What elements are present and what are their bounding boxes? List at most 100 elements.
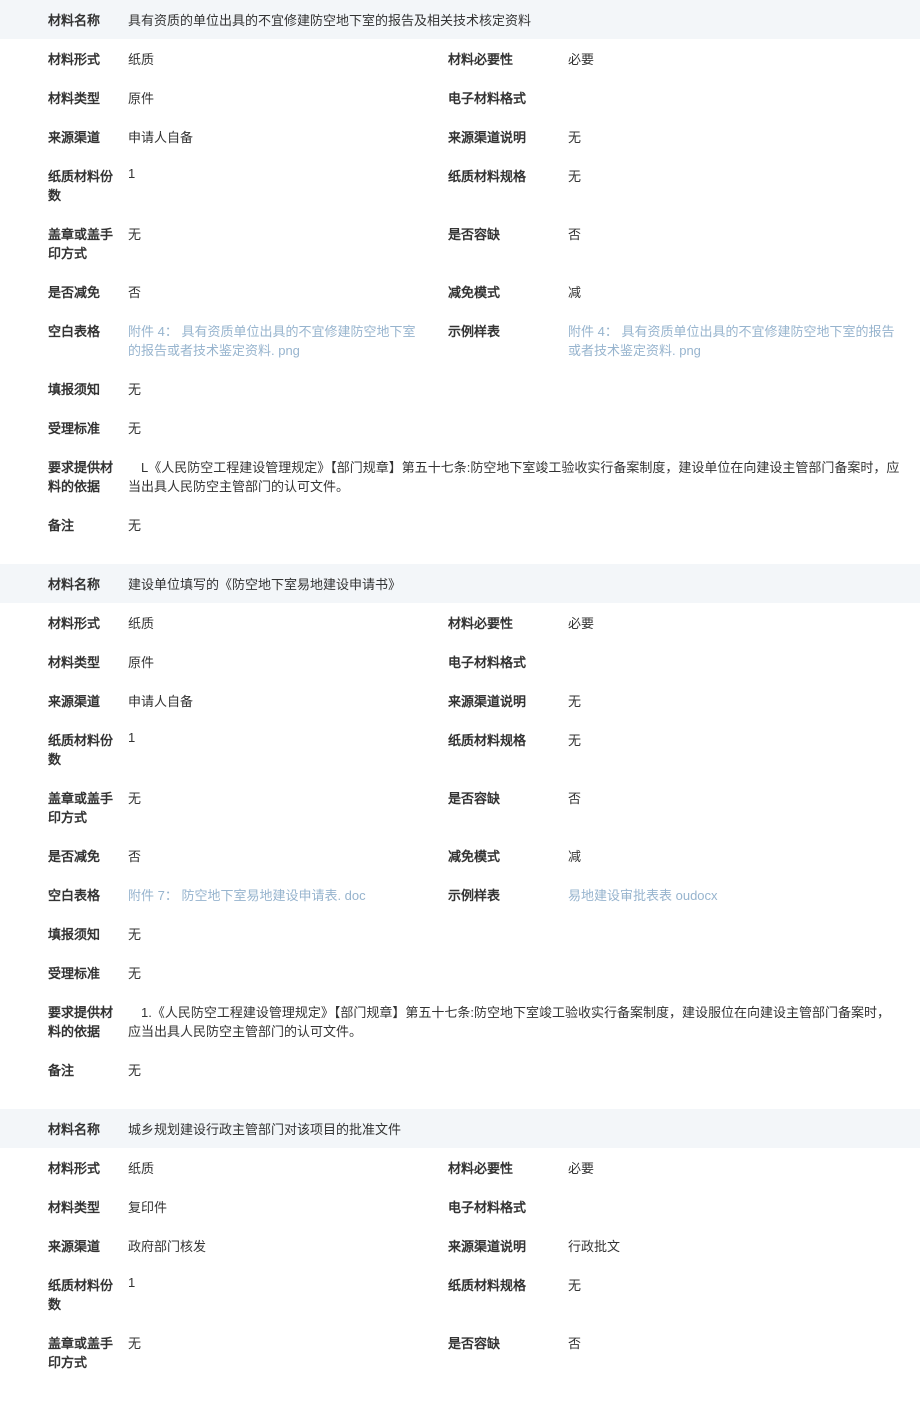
field-value[interactable]: 易地建设审批表表 oudocx — [568, 885, 920, 904]
field-label: 减免模式 — [448, 846, 568, 865]
table-row: 材料类型 原件 电子材料格式 — [0, 78, 920, 117]
field-value: 无 — [568, 1275, 920, 1294]
field-value: 无 — [568, 691, 920, 710]
field-label: 来源渠道说明 — [448, 1236, 568, 1255]
table-row: 材料名称 具有资质的单位出具的不宜修建防空地下室的报告及相关技术核定资料 — [0, 0, 920, 39]
table-row: 来源渠道 申请人自备 来源渠道说明 无 — [0, 117, 920, 156]
table-row: 材料名称 城乡规划建设行政主管部门对该项目的批准文件 — [0, 1109, 920, 1148]
table-row: 材料名称 建设单位填写的《防空地下室易地建设申请书》 — [0, 564, 920, 603]
field-value: 否 — [128, 846, 448, 865]
field-value: 无 — [128, 379, 920, 398]
field-label: 纸质材料份数 — [0, 730, 128, 768]
table-row: 受理标准 无 — [0, 953, 920, 992]
field-label: 是否容缺 — [448, 224, 568, 243]
field-value: 无 — [128, 788, 448, 807]
field-label: 材料名称 — [0, 10, 128, 29]
field-value: 无 — [128, 1060, 920, 1079]
table-row: 备注 无 — [0, 1050, 920, 1089]
field-label: 纸质材料规格 — [448, 1275, 568, 1294]
field-value: 行政批文 — [568, 1236, 920, 1255]
field-value: 申请人自备 — [128, 127, 448, 146]
field-value: 减 — [568, 846, 920, 865]
table-row: 是否减免 否 减免模式 减 — [0, 836, 920, 875]
field-value: 否 — [568, 224, 920, 243]
table-row: 要求提供材料的依据 1.《人民防空工程建设管理规定》【部门规章】第五十七条:防空… — [0, 992, 920, 1050]
field-label: 示例样表 — [448, 885, 568, 904]
table-row: 纸质材料份数 1 纸质材料规格 无 — [0, 1265, 920, 1323]
field-value: 1 — [128, 1275, 448, 1290]
field-value: 必要 — [568, 49, 920, 68]
table-row: 来源渠道 政府部门核发 来源渠道说明 行政批文 — [0, 1226, 920, 1265]
field-label: 空白表格 — [0, 321, 128, 340]
field-value: 必要 — [568, 613, 920, 632]
field-value: 无 — [128, 924, 920, 943]
table-row: 是否减免 否 减免模式 减 — [0, 272, 920, 311]
field-value[interactable]: 附件 4： 具有资质单位出具的不宜修建防空地下室的报告或者技术鉴定资料. png — [568, 321, 920, 359]
material-section-0: 材料名称 具有资质的单位出具的不宜修建防空地下室的报告及相关技术核定资料 材料形… — [0, 0, 920, 544]
field-label: 材料类型 — [0, 652, 128, 671]
field-value: 政府部门核发 — [128, 1236, 448, 1255]
field-label: 盖章或盖手印方式 — [0, 224, 128, 262]
table-row: 受理标准 无 — [0, 408, 920, 447]
table-row: 备注 无 — [0, 505, 920, 544]
field-value: 无 — [128, 1333, 448, 1352]
material-section-2: 材料名称 城乡规划建设行政主管部门对该项目的批准文件 材料形式 纸质 材料必要性… — [0, 1109, 920, 1381]
field-label: 材料必要性 — [448, 1158, 568, 1177]
field-value: 否 — [128, 282, 448, 301]
table-row: 来源渠道 申请人自备 来源渠道说明 无 — [0, 681, 920, 720]
table-row: 材料形式 纸质 材料必要性 必要 — [0, 1148, 920, 1187]
field-label: 电子材料格式 — [448, 1197, 568, 1216]
table-row: 纸质材料份数 1 纸质材料规格 无 — [0, 156, 920, 214]
field-value: 纸质 — [128, 613, 448, 632]
field-value: 申请人自备 — [128, 691, 448, 710]
field-label: 电子材料格式 — [448, 652, 568, 671]
field-value: 无 — [128, 963, 920, 982]
field-label: 材料必要性 — [448, 613, 568, 632]
field-label: 纸质材料规格 — [448, 730, 568, 749]
field-value: 城乡规划建设行政主管部门对该项目的批准文件 — [128, 1119, 920, 1138]
field-value: L《人民防空工程建设管理规定》【部门规章】第五十七条:防空地下室竣工验收实行备案… — [128, 457, 920, 495]
field-value: 无 — [568, 127, 920, 146]
table-row: 材料形式 纸质 材料必要性 必要 — [0, 39, 920, 78]
field-value: 复印件 — [128, 1197, 448, 1216]
field-value: 无 — [128, 418, 920, 437]
field-value[interactable]: 附件 7： 防空地下室易地建设申请表. doc — [128, 885, 448, 904]
field-label: 材料类型 — [0, 88, 128, 107]
field-label: 来源渠道说明 — [448, 691, 568, 710]
field-label: 是否减免 — [0, 846, 128, 865]
field-value: 1 — [128, 730, 448, 745]
field-label: 空白表格 — [0, 885, 128, 904]
field-label: 盖章或盖手印方式 — [0, 788, 128, 826]
field-label: 材料名称 — [0, 1119, 128, 1138]
field-value: 减 — [568, 282, 920, 301]
field-value: 建设单位填写的《防空地下室易地建设申请书》 — [128, 574, 920, 593]
field-label: 减免模式 — [448, 282, 568, 301]
table-row: 填报须知 无 — [0, 369, 920, 408]
table-row: 材料形式 纸质 材料必要性 必要 — [0, 603, 920, 642]
field-label: 是否减免 — [0, 282, 128, 301]
field-label: 来源渠道 — [0, 1236, 128, 1255]
field-value[interactable]: 附件 4： 具有资质单位出具的不宜修建防空地下室的报告或者技术鉴定资料. png — [128, 321, 448, 359]
field-label: 要求提供材料的依据 — [0, 457, 128, 495]
field-value: 1 — [128, 166, 448, 181]
table-row: 盖章或盖手印方式 无 是否容缺 否 — [0, 1323, 920, 1381]
field-label: 是否容缺 — [448, 1333, 568, 1352]
field-value: 否 — [568, 788, 920, 807]
field-value: 无 — [568, 166, 920, 185]
field-label: 来源渠道 — [0, 691, 128, 710]
field-value: 具有资质的单位出具的不宜修建防空地下室的报告及相关技术核定资料 — [128, 10, 920, 29]
field-label: 来源渠道说明 — [448, 127, 568, 146]
field-label: 盖章或盖手印方式 — [0, 1333, 128, 1371]
table-row: 材料类型 复印件 电子材料格式 — [0, 1187, 920, 1226]
field-value: 纸质 — [128, 1158, 448, 1177]
field-label: 材料名称 — [0, 574, 128, 593]
table-row: 材料类型 原件 电子材料格式 — [0, 642, 920, 681]
field-label: 电子材料格式 — [448, 88, 568, 107]
field-value: 纸质 — [128, 49, 448, 68]
field-label: 纸质材料份数 — [0, 1275, 128, 1313]
field-label: 受理标准 — [0, 418, 128, 437]
field-label: 是否容缺 — [448, 788, 568, 807]
table-row: 空白表格 附件 4： 具有资质单位出具的不宜修建防空地下室的报告或者技术鉴定资料… — [0, 311, 920, 369]
field-label: 填报须知 — [0, 924, 128, 943]
field-value: 无 — [128, 515, 920, 534]
